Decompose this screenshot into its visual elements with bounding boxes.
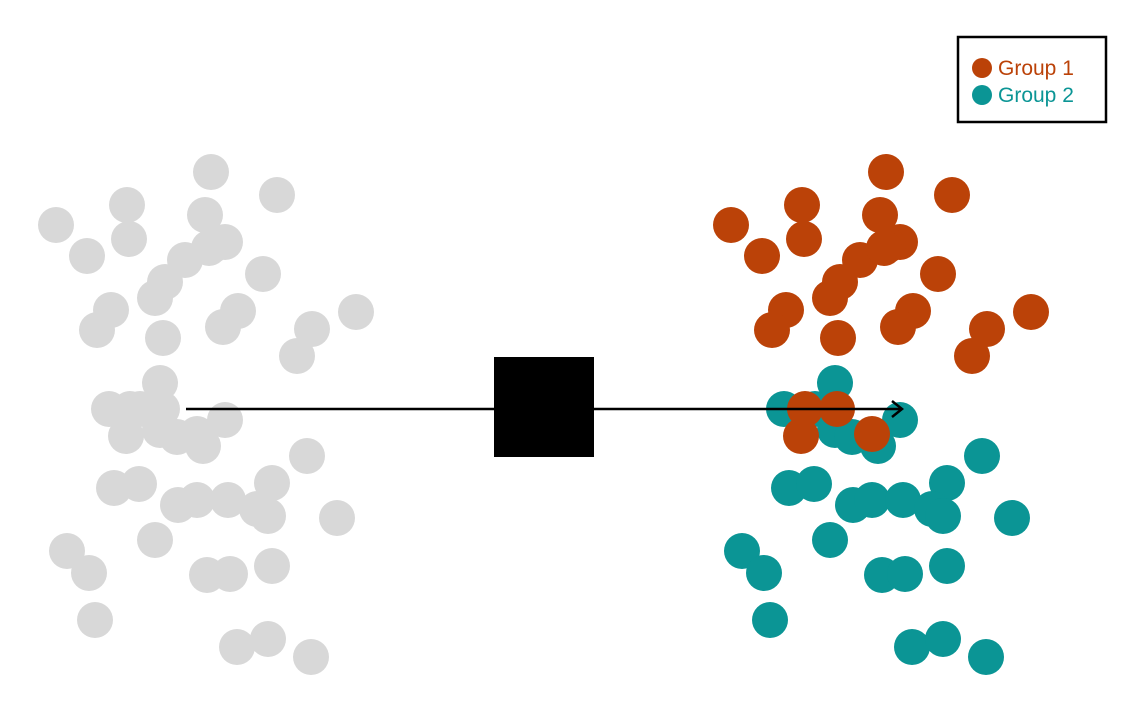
legend-marker-group-1 bbox=[972, 58, 992, 78]
group-2-point bbox=[724, 533, 760, 569]
unlabeled-point bbox=[293, 639, 329, 675]
unlabeled-point bbox=[289, 438, 325, 474]
group-1-point bbox=[934, 177, 970, 213]
group-1-point bbox=[954, 338, 990, 374]
legend-label-group-1: Group 1 bbox=[998, 57, 1074, 80]
group-1-point bbox=[786, 221, 822, 257]
unlabeled-point bbox=[294, 311, 330, 347]
unlabeled-points bbox=[38, 154, 374, 675]
unlabeled-point bbox=[279, 338, 315, 374]
group-2-point bbox=[929, 548, 965, 584]
group-1-point bbox=[820, 320, 856, 356]
group-1-point bbox=[854, 416, 890, 452]
process-box bbox=[494, 357, 594, 457]
unlabeled-point bbox=[111, 221, 147, 257]
legend-frame bbox=[956, 35, 1108, 124]
unlabeled-point bbox=[38, 207, 74, 243]
unlabeled-point bbox=[79, 312, 115, 348]
unlabeled-point bbox=[245, 256, 281, 292]
unlabeled-point bbox=[191, 230, 227, 266]
unlabeled-point bbox=[193, 154, 229, 190]
legend-marker-group-2 bbox=[972, 85, 992, 105]
group-2-point bbox=[968, 639, 1004, 675]
unlabeled-point bbox=[219, 629, 255, 665]
group-2-point bbox=[752, 602, 788, 638]
group-1-point bbox=[754, 312, 790, 348]
group-2-point bbox=[796, 466, 832, 502]
group-1-point bbox=[783, 418, 819, 454]
unlabeled-point bbox=[338, 294, 374, 330]
legend-label-group-2: Group 2 bbox=[998, 84, 1074, 107]
group-2-point bbox=[812, 522, 848, 558]
group-1-point bbox=[713, 207, 749, 243]
group-2-point bbox=[887, 556, 923, 592]
group-1-point bbox=[868, 154, 904, 190]
unlabeled-point bbox=[121, 466, 157, 502]
group-2-point bbox=[894, 629, 930, 665]
unlabeled-point bbox=[250, 621, 286, 657]
unlabeled-point bbox=[210, 482, 246, 518]
group-1-point bbox=[812, 280, 848, 316]
group-2-point bbox=[854, 482, 890, 518]
group-1-point bbox=[920, 256, 956, 292]
group-1-point bbox=[784, 187, 820, 223]
group-1-point bbox=[969, 311, 1005, 347]
unlabeled-point bbox=[319, 500, 355, 536]
group-2-point bbox=[929, 465, 965, 501]
group-2-point bbox=[885, 482, 921, 518]
unlabeled-point bbox=[205, 309, 241, 345]
unlabeled-point bbox=[259, 177, 295, 213]
group-1-point bbox=[1013, 294, 1049, 330]
arrow-head bbox=[891, 400, 905, 418]
clustered-points bbox=[713, 154, 1049, 675]
unlabeled-point bbox=[49, 533, 85, 569]
unlabeled-point bbox=[179, 416, 215, 452]
group-2-point bbox=[746, 555, 782, 591]
unlabeled-point bbox=[77, 602, 113, 638]
unlabeled-point bbox=[137, 280, 173, 316]
group-2-point bbox=[925, 498, 961, 534]
group-1-point bbox=[866, 230, 902, 266]
group-2-point bbox=[882, 402, 918, 438]
unlabeled-point bbox=[69, 238, 105, 274]
unlabeled-point bbox=[179, 482, 215, 518]
unlabeled-point bbox=[144, 391, 180, 427]
group-2-point bbox=[964, 438, 1000, 474]
legend: Group 1 Group 2 bbox=[956, 35, 1108, 124]
unlabeled-point bbox=[71, 555, 107, 591]
unlabeled-point bbox=[109, 187, 145, 223]
unlabeled-point bbox=[187, 197, 223, 233]
unlabeled-point bbox=[212, 556, 248, 592]
group-2-point bbox=[817, 365, 853, 401]
unlabeled-point bbox=[142, 365, 178, 401]
unlabeled-point bbox=[254, 465, 290, 501]
group-2-point bbox=[994, 500, 1030, 536]
unlabeled-point bbox=[112, 391, 148, 427]
unlabeled-point bbox=[254, 548, 290, 584]
unlabeled-point bbox=[250, 498, 286, 534]
group-1-point bbox=[862, 197, 898, 233]
unlabeled-point bbox=[207, 402, 243, 438]
group-1-point bbox=[744, 238, 780, 274]
unlabeled-point bbox=[145, 320, 181, 356]
unlabeled-point bbox=[108, 418, 144, 454]
group-1-point bbox=[880, 309, 916, 345]
group-2-point bbox=[925, 621, 961, 657]
unlabeled-point bbox=[137, 522, 173, 558]
